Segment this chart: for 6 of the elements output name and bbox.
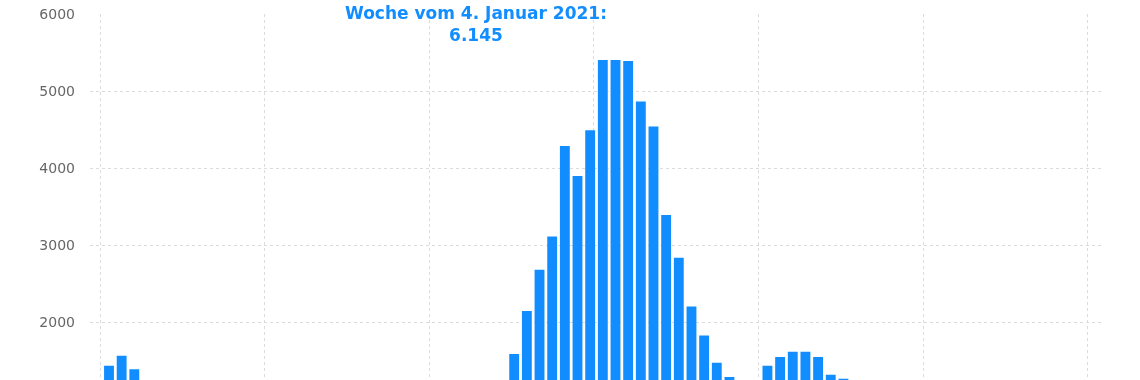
y-tick-label: 6000 [39, 5, 75, 22]
y-tick-label: 2000 [39, 314, 75, 331]
annotation: Woche vom 4. Januar 2021: 6.145 [345, 3, 607, 46]
y-tick-label: 3000 [39, 237, 75, 254]
y-tick-label: 5000 [39, 82, 75, 99]
y-tick-label: 4000 [39, 160, 75, 177]
